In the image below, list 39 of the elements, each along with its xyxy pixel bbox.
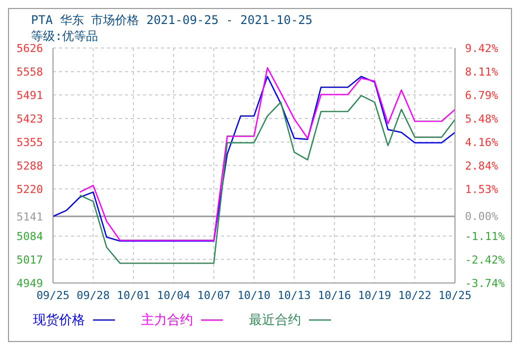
y2-tick-label: 8.11% [465, 65, 498, 78]
y-tick-label: 5084 [16, 230, 44, 244]
x-tick-label: 10/10 [237, 288, 271, 302]
y2-tick-label: 1.53% [465, 182, 498, 196]
x-tick-label: 10/07 [197, 288, 230, 302]
chart-title: PTA 华东 市场价格 2021-09-25 - 2021-10-25 [30, 12, 314, 28]
y-tick-label: 5017 [16, 253, 43, 266]
x-tick-label: 10/04 [157, 288, 191, 302]
y2-tick-label: -3.74% [465, 277, 506, 290]
x-tick-label: 09/25 [36, 288, 70, 302]
y-tick-label: 5288 [16, 159, 43, 172]
legend-label: 主力合约 [141, 312, 194, 329]
x-tick-label: 10/16 [318, 288, 351, 302]
y-tick-label: 5355 [16, 136, 43, 150]
y-tick-label: 5626 [16, 42, 43, 55]
line-series [79, 94, 456, 264]
y-tick-label: 5141 [16, 210, 43, 224]
y2-tick-label: -2.42% [465, 253, 506, 266]
y2-tick-label: 5.48% [465, 112, 498, 126]
x-tick-label: 09/28 [76, 288, 110, 302]
y2-tick-label: 9.42% [465, 42, 498, 55]
y2-tick-label: 6.79% [465, 88, 498, 102]
y2-tick-label: 0.00% [465, 210, 498, 224]
x-tick-label: 10/25 [438, 288, 472, 302]
x-tick-label: 10/19 [358, 288, 392, 302]
y-tick-label: 5491 [16, 88, 43, 102]
x-tick-label: 10/13 [278, 288, 311, 302]
y2-tick-label: 2.84% [465, 160, 498, 172]
y-tick-label: 5220 [16, 182, 43, 196]
y-tick-label: 4949 [16, 277, 43, 290]
y2-tick-label: 4.16% [465, 136, 498, 149]
x-tick-label: 10/22 [398, 288, 432, 302]
y-tick-label: 5558 [16, 66, 43, 79]
chart-subtitle: 等级:优等品 [31, 29, 98, 43]
y2-tick-label: -1.11% [465, 230, 506, 244]
legend-label: 现货价格 [33, 312, 86, 329]
x-tick-label: 10/01 [116, 288, 150, 302]
legend-label: 最近合约 [249, 312, 302, 329]
y-tick-label: 5423 [16, 112, 43, 126]
